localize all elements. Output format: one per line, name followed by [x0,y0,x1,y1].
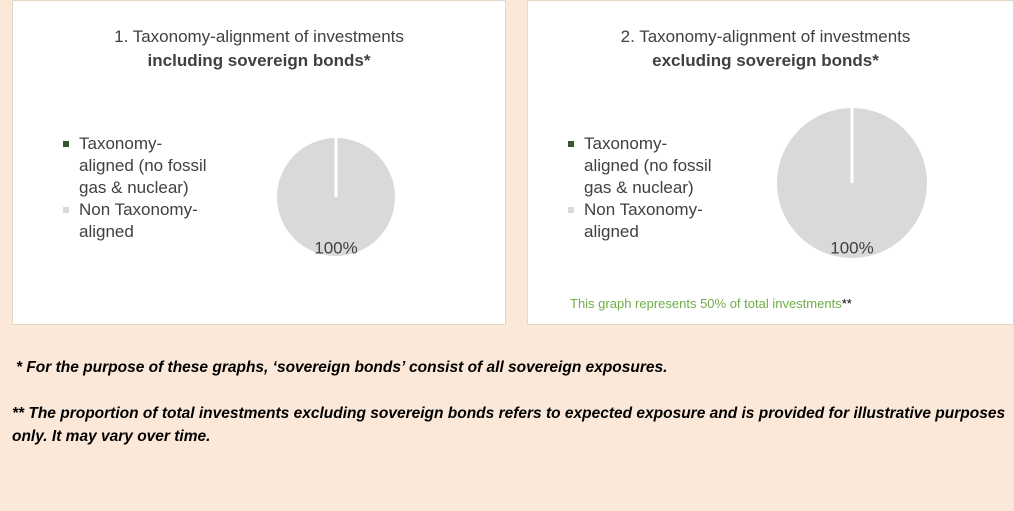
legend: Taxonomy-aligned (no fossil gas & nuclea… [568,133,720,243]
chart-subtitle: excluding sovereign bonds* [652,51,879,70]
footnote: ** The proportion of total investments e… [12,405,1006,445]
annotation-mark: ** [841,296,852,311]
chart-title: 1. Taxonomy-alignment of investments [114,27,404,46]
legend-swatch [63,207,69,213]
legend-label: Non Taxonomy-aligned [584,200,703,241]
pie-chart: 100% [777,108,927,258]
legend-label: Non Taxonomy-aligned [79,200,198,241]
chart-panel: 2. Taxonomy-alignment of investments excl… [527,0,1014,325]
pie-chart: 100% [277,138,395,257]
legend-swatch [63,141,69,147]
footnote: * For the purpose of these graphs, ‘sove… [16,359,668,376]
chart-panel: 1. Taxonomy-alignment of investments incl… [12,0,506,325]
legend-item: Non Taxonomy-aligned [568,199,720,243]
legend-swatch [568,207,574,213]
pie-value-label: 100% [830,238,873,257]
annotation: This graph represents 50% of total inves… [570,296,852,311]
legend-label: Taxonomy-aligned (no fossil gas & nuclea… [79,134,207,197]
pie-value-label: 100% [314,238,357,257]
legend-label: Taxonomy-aligned (no fossil gas & nuclea… [584,134,712,197]
legend: Taxonomy-aligned (no fossil gas & nuclea… [63,133,215,243]
annotation-text: This graph represents 50% of total inves… [570,296,842,311]
legend-swatch [568,141,574,147]
legend-item: Non Taxonomy-aligned [63,199,215,243]
legend-item: Taxonomy-aligned (no fossil gas & nuclea… [568,133,720,199]
chart-subtitle: including sovereign bonds* [147,51,371,70]
chart-title: 2. Taxonomy-alignment of investments [620,27,911,46]
legend-item: Taxonomy-aligned (no fossil gas & nuclea… [63,133,215,199]
